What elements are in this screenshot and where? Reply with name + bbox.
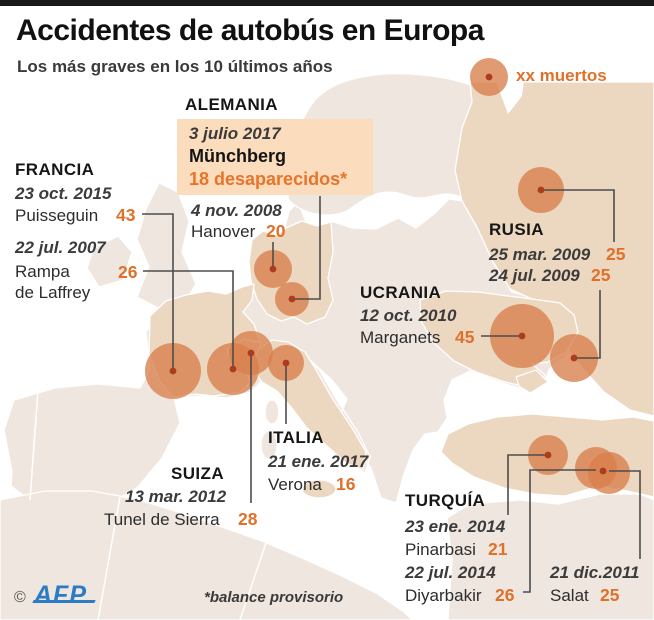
map-uk: [136, 182, 197, 309]
connector-lines: [142, 189, 641, 593]
munchberg-place: Münchberg: [189, 146, 286, 166]
hanover-place: Hanover: [191, 222, 256, 241]
rusia-deaths-1: 25: [606, 244, 626, 264]
laffrey-date: 22 jul. 2007: [15, 238, 106, 257]
top-bar: [0, 0, 654, 6]
munchberg-date: 3 julio 2017: [189, 124, 281, 143]
verona-place: Verona: [268, 475, 322, 494]
laffrey-place-2: de Laffrey: [15, 283, 91, 302]
map-corsica: [264, 399, 280, 425]
map-ireland: [86, 235, 133, 288]
legend-label: xx muertos: [516, 66, 607, 85]
diyarbakir-deaths: 26: [495, 585, 515, 605]
rusia-date-2: 24 jul. 2009: [489, 266, 580, 285]
pinarbasi-place: Pinarbasi: [405, 540, 476, 559]
circle-salat: [588, 452, 630, 494]
hanover-date: 4 nov. 2008: [191, 201, 282, 220]
footnote: *balance provisorio: [204, 589, 344, 606]
sierra-date: 13 mar. 2012: [125, 487, 227, 506]
map-sicily: [301, 479, 337, 499]
heading-suiza: SUIZA: [171, 464, 224, 483]
map-north-africa: [0, 490, 413, 620]
diyarbakir-place: Diyarbakir: [405, 586, 482, 605]
salat-deaths: 25: [600, 585, 620, 605]
map-crimea: [515, 369, 549, 394]
diyarbakir-date: 22 jul. 2014: [405, 563, 496, 582]
afp-logo: AFP: [34, 581, 87, 609]
center-dots: [169, 73, 607, 475]
copyright-icon: ©: [14, 589, 26, 606]
heading-turquia: TURQUÍA: [405, 491, 486, 510]
heading-ucrania: UCRANIA: [360, 283, 442, 302]
heading-italia: ITALIA: [268, 428, 324, 447]
verona-date: 21 ene. 2017: [268, 452, 369, 471]
salat-place: Salat: [550, 586, 589, 605]
map-sardinia: [260, 430, 278, 460]
map-white-sea: [496, 82, 524, 114]
pinarbasi-date: 23 ene. 2014: [405, 517, 506, 536]
marganets-deaths: 45: [455, 327, 475, 347]
page-title: Accidentes de autobús en Europa: [16, 14, 484, 47]
heading-francia: FRANCIA: [15, 160, 95, 179]
heading-alemania: ALEMANIA: [185, 95, 278, 114]
rusia-date-1: 25 mar. 2009: [489, 245, 591, 264]
page-subtitle: Los más graves en los 10 últimos años: [17, 57, 333, 76]
heading-rusia: RUSIA: [489, 220, 544, 239]
puisseguin-place: Puisseguin: [15, 206, 99, 225]
sierra-place: Tunel de Sierra: [104, 510, 220, 529]
laffrey-deaths: 26: [118, 262, 138, 282]
map-middle-east: [446, 493, 654, 620]
puisseguin-deaths: 43: [116, 205, 136, 225]
marganets-place: Marganets: [360, 328, 441, 347]
laffrey-place-1: Rampa: [15, 262, 70, 281]
hanover-deaths: 20: [266, 221, 286, 241]
pinarbasi-deaths: 21: [488, 539, 508, 559]
sierra-deaths: 28: [238, 509, 258, 529]
highlight-box: [177, 119, 373, 195]
verona-deaths: 16: [336, 474, 356, 494]
marganets-date: 12 oct. 2010: [360, 306, 457, 325]
map-borders: [29, 389, 267, 620]
salat-date: 21 dic.2011: [550, 563, 640, 582]
puisseguin-date: 23 oct. 2015: [15, 184, 112, 203]
munchberg-toll: 18 desaparecidos*: [189, 169, 348, 189]
rusia-deaths-2: 25: [591, 265, 611, 285]
